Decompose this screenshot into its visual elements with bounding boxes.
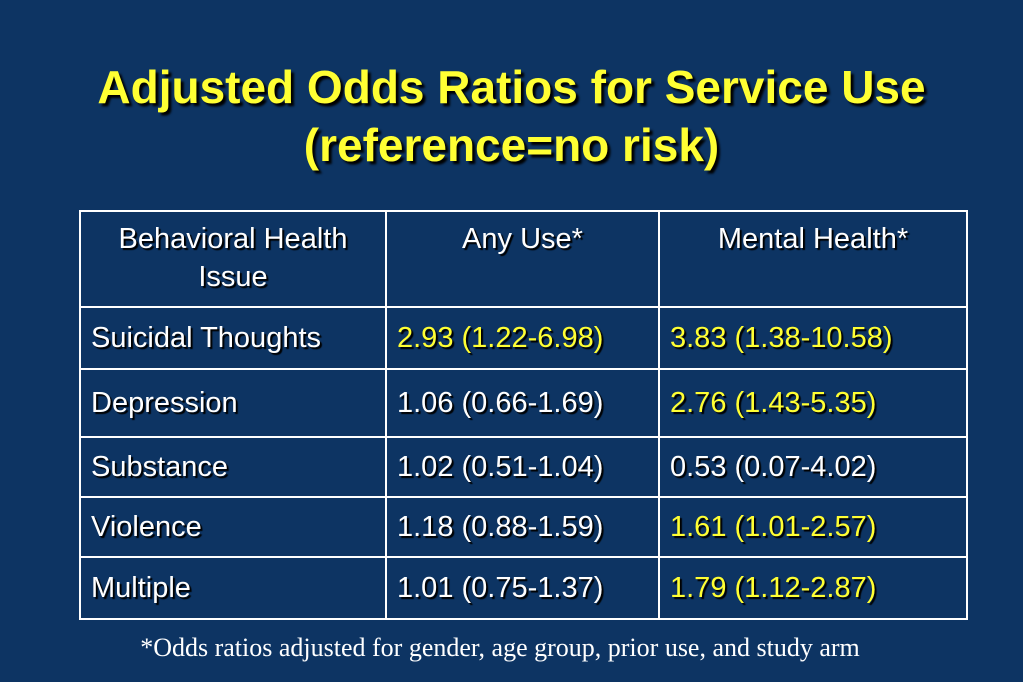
any-use-cell: 1.06 (0.66-1.69): [385, 368, 660, 438]
issue-cell: Suicidal Thoughts: [79, 306, 387, 370]
table-row: Substance 1.02 (0.51-1.04) 0.53 (0.07-4.…: [79, 436, 968, 498]
header-any-use: Any Use*: [385, 210, 660, 308]
issue-cell: Multiple: [79, 556, 387, 620]
footnote: *Odds ratios adjusted for gender, age gr…: [140, 633, 860, 662]
slide-title-line-1: Adjusted Odds Ratios for Service Use: [97, 61, 926, 113]
table-row: Violence 1.18 (0.88-1.59) 1.61 (1.01-2.5…: [79, 496, 968, 558]
any-use-cell: 1.01 (0.75-1.37): [385, 556, 660, 620]
slide-title: Adjusted Odds Ratios for Service Use (re…: [0, 58, 1023, 174]
mental-health-cell: 3.83 (1.38-10.58): [658, 306, 968, 370]
mental-health-cell: 1.79 (1.12-2.87): [658, 556, 968, 620]
table-row: Multiple 1.01 (0.75-1.37) 1.79 (1.12-2.8…: [79, 556, 968, 620]
header-mental-health: Mental Health*: [658, 210, 968, 308]
mental-health-cell: 2.76 (1.43-5.35): [658, 368, 968, 438]
any-use-cell: 1.02 (0.51-1.04): [385, 436, 660, 498]
table-row: Depression 1.06 (0.66-1.69) 2.76 (1.43-5…: [79, 368, 968, 438]
header-behavioral-health-issue: Behavioral Health Issue: [79, 210, 387, 308]
odds-ratio-table: Behavioral Health Issue Any Use* Mental …: [79, 210, 968, 620]
any-use-cell: 1.18 (0.88-1.59): [385, 496, 660, 558]
mental-health-cell: 1.61 (1.01-2.57): [658, 496, 968, 558]
table-row: Suicidal Thoughts 2.93 (1.22-6.98) 3.83 …: [79, 306, 968, 370]
any-use-cell: 2.93 (1.22-6.98): [385, 306, 660, 370]
issue-cell: Substance: [79, 436, 387, 498]
issue-cell: Violence: [79, 496, 387, 558]
mental-health-cell: 0.53 (0.07-4.02): [658, 436, 968, 498]
table-header-row: Behavioral Health Issue Any Use* Mental …: [79, 210, 968, 308]
issue-cell: Depression: [79, 368, 387, 438]
slide-title-line-2: (reference=no risk): [303, 119, 720, 171]
